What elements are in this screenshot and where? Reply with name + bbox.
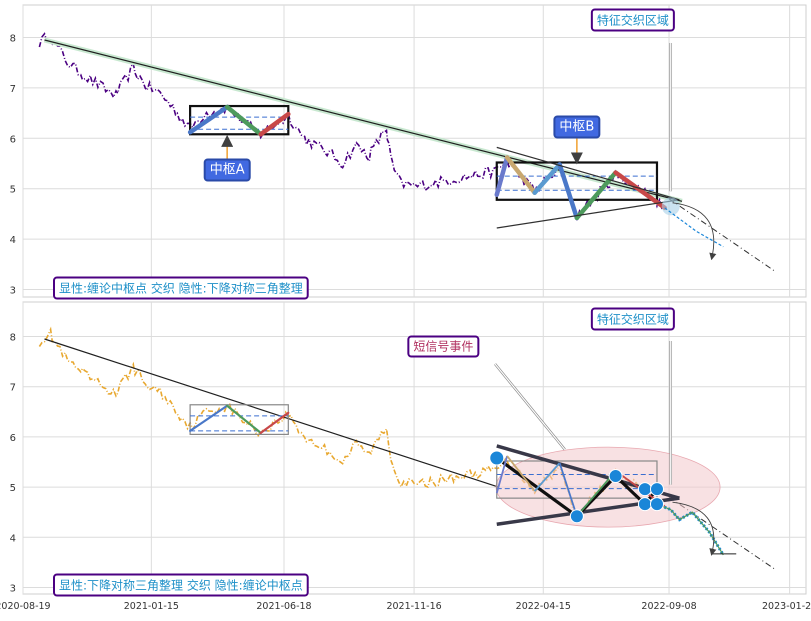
x-tick-label: 2023-01-26 [762, 601, 811, 612]
top-breakout-path [664, 207, 724, 248]
top-ytick-label: 6 [10, 134, 16, 145]
x-tick-label: 2022-09-08 [641, 601, 696, 612]
top-bi-stroke [187, 104, 230, 135]
bottom-ytick-label: 6 [10, 433, 16, 444]
bottom-pivot-point [649, 482, 664, 497]
top-bi-stroke [613, 170, 667, 211]
x-tick-label: 2020-08-19 [0, 601, 51, 612]
bottom-event-label-text: 短信号事件 [413, 340, 473, 354]
bottom-pivot-point [637, 497, 652, 512]
bottom-trend-line [44, 338, 499, 488]
top-ytick-label: 7 [10, 84, 16, 95]
bottom-ytick-label: 3 [10, 584, 16, 595]
top-bi-stroke [258, 111, 291, 137]
top-zhongshu-a-label-box [203, 158, 251, 182]
top-ytick-label: 4 [10, 235, 16, 246]
top-intersect-label: 特征交织区域 [590, 8, 675, 32]
bottom-bi-stroke [259, 411, 290, 434]
x-tick-label: 2021-01-15 [124, 601, 179, 612]
bottom-pivot-point [608, 469, 623, 484]
bottom-bi-stroke [533, 462, 561, 492]
top-intersect-label-text: 特征交织区域 [597, 13, 669, 28]
top-zhongshu-box-a [189, 104, 290, 136]
bottom-bi-stroke [495, 455, 508, 494]
bottom-bi-stroke [189, 404, 229, 432]
x-tick-label: 2021-11-16 [386, 601, 441, 612]
bottom-pivot-point [569, 509, 584, 524]
bottom-ytick-label: 7 [10, 383, 16, 394]
bottom-zhongshu-box-b [496, 460, 658, 499]
top-trend-line [44, 39, 683, 202]
bottom-bi-stroke [558, 462, 578, 517]
top-triangle-upper-line [496, 146, 680, 201]
bottom-curved-arrow [672, 501, 717, 556]
top-bottom-label: 显性:缠论中枢点 交织 隐性:下降对称三角整理 [53, 276, 309, 300]
top-bi-stroke [532, 162, 562, 195]
x-tick-label: 2022-04-15 [516, 601, 571, 612]
top-projection-line [668, 198, 777, 273]
top-zhongshu-a-label: 中枢A [203, 158, 251, 182]
top-zhongshu-b-label-text: 中枢B [559, 120, 594, 135]
bottom-ytick-label: 8 [10, 333, 16, 344]
top-bi-stroke [557, 162, 580, 221]
bottom-intersect-label-text: 特征交织区域 [597, 312, 669, 327]
top-zhongshu-a-label-text: 中枢A [210, 163, 245, 178]
bottom-bi-stroke [506, 455, 536, 492]
bottom-ytick-label: 4 [10, 533, 16, 544]
top-triangle-lower-line [496, 199, 680, 229]
top-bottom-label-box [53, 276, 309, 300]
top-ytick-label: 5 [10, 185, 16, 196]
bottom-intersect-label-box [590, 307, 675, 331]
bottom-bottom-label-text: 显性:下降对称三角整理 交织 隐性:缠论中枢点 [59, 578, 303, 593]
bottom-zhongshu-box-a [189, 404, 289, 435]
bottom-bi-stroke [226, 404, 262, 434]
top-curved-arrow [672, 202, 717, 261]
top-intersect-label-box [590, 8, 675, 32]
top-ytick-label: 3 [10, 286, 16, 297]
top-bi-stroke [224, 104, 263, 137]
bottom-event-label-box [407, 335, 480, 358]
bottom-event-label: 短信号事件 [407, 335, 480, 358]
top-bi-stroke [494, 155, 510, 197]
bottom-price-series [38, 326, 663, 520]
bottom-projection-line [668, 496, 777, 571]
x-tick-label: 2021-06-18 [256, 601, 311, 612]
bottom-event-pointer [494, 363, 566, 450]
bottom-pivot-point [489, 450, 505, 466]
bottom-bottom-label: 显性:下降对称三角整理 交织 隐性:缠论中枢点 [53, 573, 309, 597]
bottom-pivot-point [637, 482, 652, 497]
bottom-intersect-label: 特征交织区域 [590, 307, 675, 331]
top-intersect-marker [661, 197, 680, 216]
top-bottom-label-text: 显性:缠论中枢点 交织 隐性:下降对称三角整理 [59, 281, 303, 296]
bottom-breakout-path-thin [656, 503, 724, 556]
bottom-pivot-point [649, 497, 664, 512]
top-ytick-label: 8 [10, 34, 16, 45]
bottom-bottom-label-box [53, 573, 309, 597]
top-zhongshu-b-label: 中枢B [553, 115, 601, 139]
bottom-ytick-label: 5 [10, 483, 16, 494]
top-bi-stroke [504, 155, 537, 195]
top-zhongshu-b-label-box [553, 115, 601, 139]
